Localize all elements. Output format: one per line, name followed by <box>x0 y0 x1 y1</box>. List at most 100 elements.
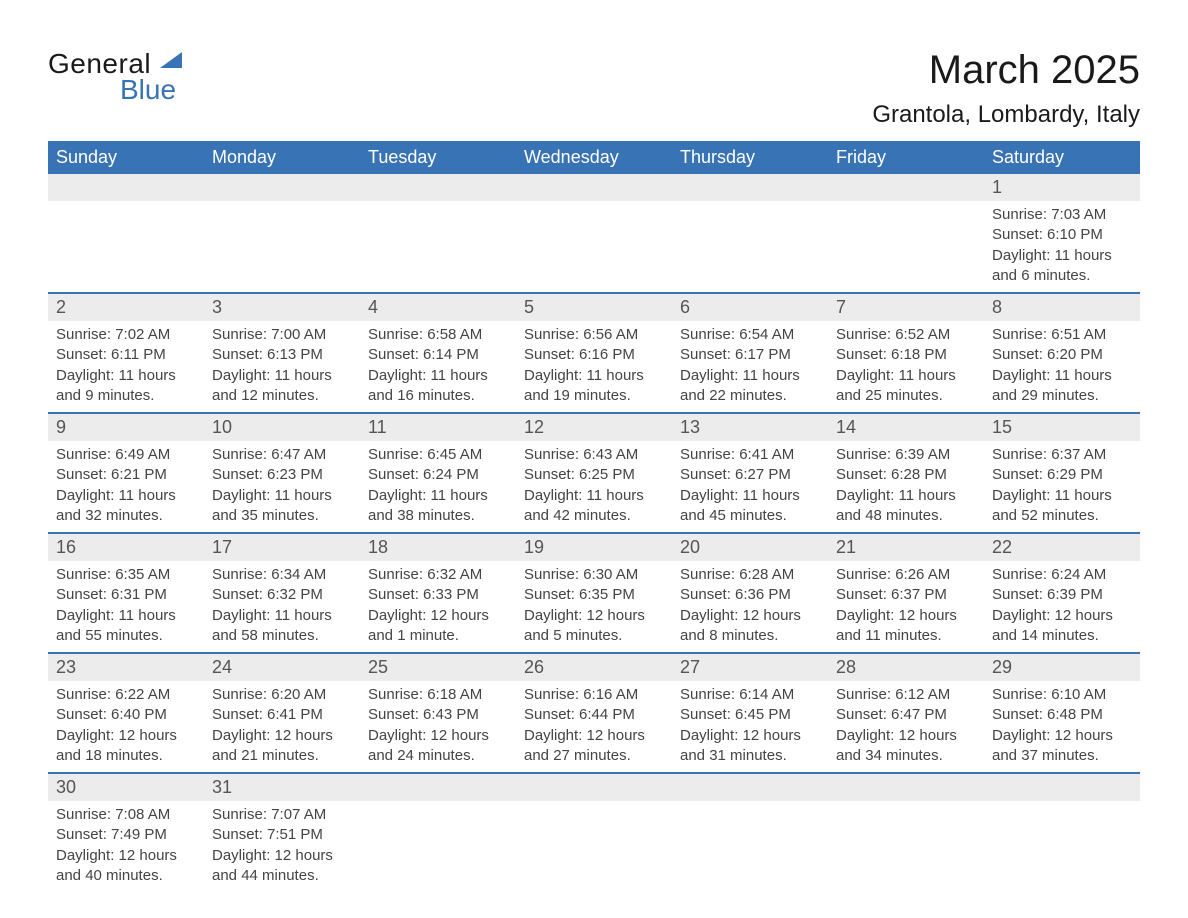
day-content <box>672 242 828 252</box>
sunrise-text: Sunrise: 6:39 AM <box>836 445 976 465</box>
day-content: Sunrise: 6:26 AMSunset: 6:37 PMDaylight:… <box>828 561 984 652</box>
day-header-friday: Friday <box>828 141 984 174</box>
daylight-text-1: Daylight: 11 hours <box>212 606 352 626</box>
day-content: Sunrise: 6:47 AMSunset: 6:23 PMDaylight:… <box>204 441 360 532</box>
day-content <box>828 242 984 252</box>
daylight-text-1: Daylight: 11 hours <box>212 486 352 506</box>
day-content: Sunrise: 6:54 AMSunset: 6:17 PMDaylight:… <box>672 321 828 412</box>
day-content: Sunrise: 6:45 AMSunset: 6:24 PMDaylight:… <box>360 441 516 532</box>
day-number <box>48 185 204 191</box>
sunset-text: Sunset: 6:27 PM <box>680 465 820 485</box>
sunset-text: Sunset: 6:39 PM <box>992 585 1132 605</box>
daylight-text-2: and 24 minutes. <box>368 746 508 766</box>
day-header-sunday: Sunday <box>48 141 204 174</box>
sunset-text: Sunset: 6:25 PM <box>524 465 664 485</box>
sunrise-text: Sunrise: 6:26 AM <box>836 565 976 585</box>
day-content: Sunrise: 6:30 AMSunset: 6:35 PMDaylight:… <box>516 561 672 652</box>
sunset-text: Sunset: 6:32 PM <box>212 585 352 605</box>
week-number-row: 1 <box>48 174 1140 201</box>
daylight-text-1: Daylight: 12 hours <box>56 846 196 866</box>
sunrise-text: Sunrise: 6:47 AM <box>212 445 352 465</box>
daylight-text-1: Daylight: 11 hours <box>836 366 976 386</box>
day-number: 31 <box>204 774 360 801</box>
sunset-text: Sunset: 7:49 PM <box>56 825 196 845</box>
daylight-text-2: and 8 minutes. <box>680 626 820 646</box>
day-content <box>516 842 672 852</box>
day-content <box>48 242 204 252</box>
week-content-row: Sunrise: 6:35 AMSunset: 6:31 PMDaylight:… <box>48 561 1140 653</box>
day-number: 24 <box>204 654 360 681</box>
daylight-text-1: Daylight: 12 hours <box>992 726 1132 746</box>
daylight-text-2: and 42 minutes. <box>524 506 664 526</box>
daylight-text-1: Daylight: 11 hours <box>524 486 664 506</box>
day-number: 23 <box>48 654 204 681</box>
sunrise-text: Sunrise: 6:43 AM <box>524 445 664 465</box>
logo-triangle-icon <box>160 52 182 68</box>
day-number: 19 <box>516 534 672 561</box>
sunrise-text: Sunrise: 6:16 AM <box>524 685 664 705</box>
day-number: 7 <box>828 294 984 321</box>
daylight-text-2: and 22 minutes. <box>680 386 820 406</box>
day-content: Sunrise: 6:28 AMSunset: 6:36 PMDaylight:… <box>672 561 828 652</box>
sunrise-text: Sunrise: 6:32 AM <box>368 565 508 585</box>
sunrise-text: Sunrise: 6:51 AM <box>992 325 1132 345</box>
daylight-text-1: Daylight: 11 hours <box>368 486 508 506</box>
day-content: Sunrise: 6:24 AMSunset: 6:39 PMDaylight:… <box>984 561 1140 652</box>
day-content: Sunrise: 6:35 AMSunset: 6:31 PMDaylight:… <box>48 561 204 652</box>
daylight-text-1: Daylight: 12 hours <box>212 726 352 746</box>
day-number: 5 <box>516 294 672 321</box>
sunset-text: Sunset: 6:18 PM <box>836 345 976 365</box>
day-header-thursday: Thursday <box>672 141 828 174</box>
day-number: 26 <box>516 654 672 681</box>
day-number <box>516 785 672 791</box>
sunset-text: Sunset: 6:14 PM <box>368 345 508 365</box>
day-header-tuesday: Tuesday <box>360 141 516 174</box>
month-title: March 2025 <box>872 48 1140 93</box>
daylight-text-2: and 45 minutes. <box>680 506 820 526</box>
daylight-text-2: and 21 minutes. <box>212 746 352 766</box>
sunset-text: Sunset: 6:45 PM <box>680 705 820 725</box>
daylight-text-1: Daylight: 12 hours <box>212 846 352 866</box>
daylight-text-2: and 31 minutes. <box>680 746 820 766</box>
sunset-text: Sunset: 6:40 PM <box>56 705 196 725</box>
daylight-text-1: Daylight: 12 hours <box>368 606 508 626</box>
daylight-text-1: Daylight: 12 hours <box>524 606 664 626</box>
day-header-saturday: Saturday <box>984 141 1140 174</box>
sunset-text: Sunset: 6:17 PM <box>680 345 820 365</box>
day-content: Sunrise: 6:58 AMSunset: 6:14 PMDaylight:… <box>360 321 516 412</box>
day-content: Sunrise: 6:14 AMSunset: 6:45 PMDaylight:… <box>672 681 828 772</box>
day-number: 2 <box>48 294 204 321</box>
day-content: Sunrise: 6:22 AMSunset: 6:40 PMDaylight:… <box>48 681 204 772</box>
day-number: 12 <box>516 414 672 441</box>
sunrise-text: Sunrise: 6:45 AM <box>368 445 508 465</box>
day-content: Sunrise: 7:00 AMSunset: 6:13 PMDaylight:… <box>204 321 360 412</box>
sunset-text: Sunset: 6:24 PM <box>368 465 508 485</box>
daylight-text-2: and 40 minutes. <box>56 866 196 886</box>
logo: General Blue <box>48 48 176 106</box>
title-block: March 2025 Grantola, Lombardy, Italy <box>872 48 1140 129</box>
day-content: Sunrise: 6:41 AMSunset: 6:27 PMDaylight:… <box>672 441 828 532</box>
daylight-text-2: and 32 minutes. <box>56 506 196 526</box>
daylight-text-2: and 5 minutes. <box>524 626 664 646</box>
daylight-text-1: Daylight: 12 hours <box>56 726 196 746</box>
sunset-text: Sunset: 6:23 PM <box>212 465 352 485</box>
day-content: Sunrise: 6:16 AMSunset: 6:44 PMDaylight:… <box>516 681 672 772</box>
day-number: 16 <box>48 534 204 561</box>
sunrise-text: Sunrise: 6:30 AM <box>524 565 664 585</box>
sunset-text: Sunset: 6:35 PM <box>524 585 664 605</box>
week-content-row: Sunrise: 6:22 AMSunset: 6:40 PMDaylight:… <box>48 681 1140 773</box>
daylight-text-2: and 16 minutes. <box>368 386 508 406</box>
sunrise-text: Sunrise: 6:18 AM <box>368 685 508 705</box>
sunrise-text: Sunrise: 6:52 AM <box>836 325 976 345</box>
day-number: 10 <box>204 414 360 441</box>
day-number: 4 <box>360 294 516 321</box>
day-number <box>984 785 1140 791</box>
sunrise-text: Sunrise: 6:54 AM <box>680 325 820 345</box>
daylight-text-2: and 6 minutes. <box>992 266 1132 286</box>
daylight-text-1: Daylight: 11 hours <box>680 366 820 386</box>
day-content <box>672 842 828 852</box>
day-content: Sunrise: 6:49 AMSunset: 6:21 PMDaylight:… <box>48 441 204 532</box>
week-content-row: Sunrise: 7:02 AMSunset: 6:11 PMDaylight:… <box>48 321 1140 413</box>
day-content: Sunrise: 6:43 AMSunset: 6:25 PMDaylight:… <box>516 441 672 532</box>
day-content: Sunrise: 7:02 AMSunset: 6:11 PMDaylight:… <box>48 321 204 412</box>
